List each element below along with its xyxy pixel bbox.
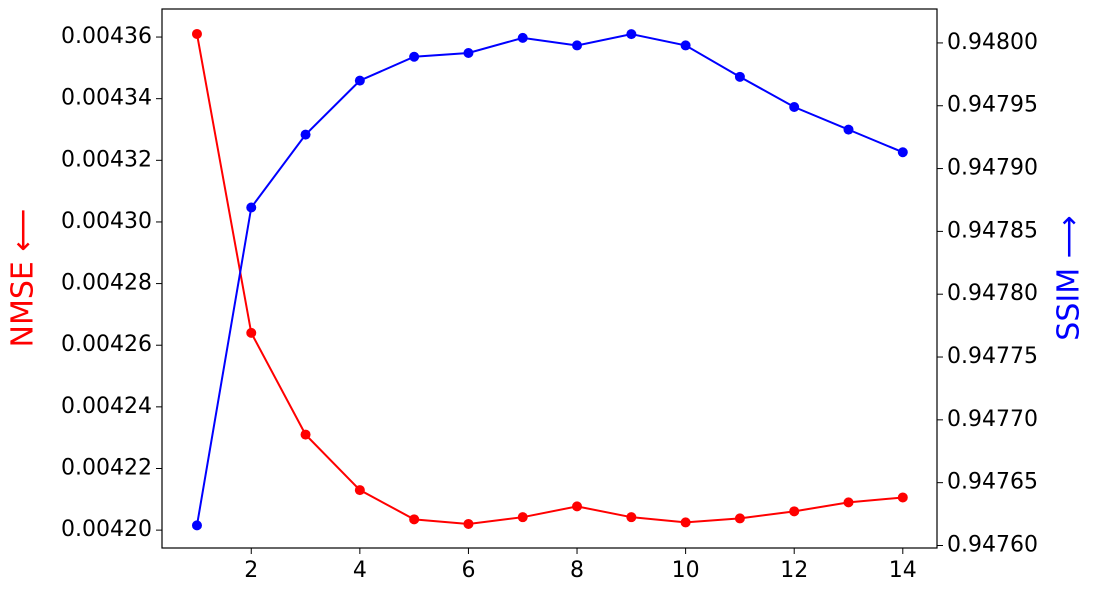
y2-tick-label: 0.94790: [947, 156, 1038, 181]
y2-tick-label: 0.94760: [947, 532, 1038, 557]
y-tick-label: 0.00428: [61, 271, 152, 296]
y2-tick-label: 0.94785: [947, 218, 1038, 243]
x-tick-label: 6: [461, 558, 475, 583]
x-tick-label: 14: [889, 558, 917, 583]
series-line: [195, 33, 903, 525]
series-marker: [354, 485, 365, 496]
series-marker: [246, 202, 257, 213]
series-marker: [409, 51, 420, 62]
x-tick-label: 12: [780, 558, 808, 583]
series-line: [195, 33, 904, 526]
series-marker: [897, 147, 908, 158]
series-marker: [463, 47, 474, 58]
series-marker: [300, 129, 311, 140]
y-tick-label: 0.00436: [61, 24, 152, 49]
x-tick-label: 2: [244, 558, 258, 583]
series-marker: [897, 492, 908, 503]
y-tick-label: 0.00426: [61, 332, 152, 357]
y-tick-label: 0.00422: [61, 455, 152, 480]
series-marker: [843, 497, 854, 508]
series-marker: [734, 513, 745, 524]
series-marker: [626, 512, 637, 523]
series-marker: [300, 429, 311, 440]
y2-tick-label: 0.94775: [947, 344, 1038, 369]
series-marker: [246, 327, 257, 338]
series-marker: [680, 517, 691, 528]
series-marker: [354, 75, 365, 86]
y-axis-label: NMSE ⟵: [6, 209, 41, 348]
y-tick-label: 0.00424: [61, 394, 152, 419]
series-marker: [843, 124, 854, 135]
series-marker: [572, 501, 583, 512]
series-marker: [409, 514, 420, 525]
series-marker: [789, 506, 800, 517]
series-marker: [191, 520, 202, 531]
series-marker: [517, 32, 528, 43]
y-tick-label: 0.00432: [61, 147, 152, 172]
y2-tick-label: 0.94800: [947, 30, 1038, 55]
series-marker: [734, 71, 745, 82]
series-marker: [680, 40, 691, 51]
x-tick-label: 8: [570, 558, 584, 583]
x-tick-label: 10: [672, 558, 700, 583]
series-marker: [191, 28, 202, 39]
y-tick-label: 0.00434: [61, 86, 152, 111]
y2-tick-label: 0.94765: [947, 470, 1038, 495]
plot-frame: [161, 8, 938, 549]
series-marker: [789, 102, 800, 112]
series-marker: [463, 518, 474, 529]
y2-tick-label: 0.94770: [947, 407, 1038, 432]
series-marker: [517, 512, 528, 523]
y-tick-label: 0.00420: [61, 517, 152, 542]
y2-axis-label: SSIM ⟶: [1052, 215, 1087, 340]
x-tick-label: 4: [353, 558, 367, 583]
y-tick-label: 0.00430: [61, 209, 152, 234]
y2-tick-label: 0.94780: [947, 281, 1038, 306]
y2-tick-label: 0.94795: [947, 93, 1038, 118]
series-marker: [626, 29, 637, 40]
series-marker: [572, 40, 583, 51]
